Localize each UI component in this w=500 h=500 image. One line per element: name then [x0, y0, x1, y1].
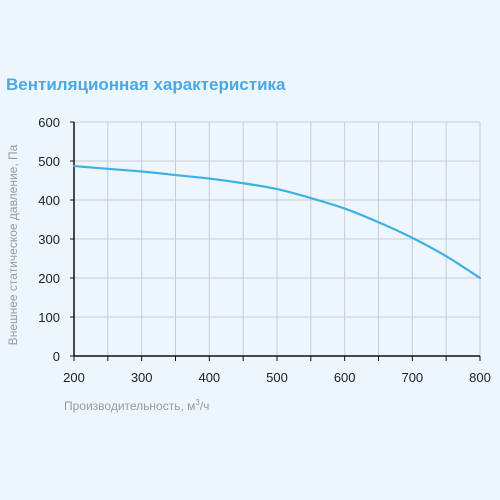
y-tick-label: 300: [38, 232, 60, 247]
y-tick-label: 100: [38, 310, 60, 325]
x-tick-label: 500: [266, 370, 288, 385]
x-tick-label: 600: [334, 370, 356, 385]
grid: [74, 121, 481, 356]
x-tick-label: 700: [401, 370, 423, 385]
x-axis-label: Производительность, м3/ч: [64, 398, 209, 413]
y-tick-label: 200: [38, 271, 60, 286]
x-axis-label-superscript: 3: [195, 398, 200, 407]
chart-title: Вентиляционная характеристика: [6, 75, 286, 94]
x-tick-label: 800: [469, 370, 491, 385]
y-tick-label: 600: [38, 115, 60, 130]
series-layer: [72, 164, 482, 280]
axes: [70, 121, 481, 361]
x-axis-label-suffix: /ч: [200, 399, 210, 413]
x-tick-label: 300: [131, 370, 153, 385]
x-tick-label: 400: [198, 370, 220, 385]
x-tick-label: 200: [63, 370, 85, 385]
y-axis-label: Внешнее статическое давление, Па: [6, 144, 20, 345]
series-line: [72, 164, 482, 280]
y-tick-label: 400: [38, 193, 60, 208]
y-tick-label: 500: [38, 154, 60, 169]
y-tick-labels: 0 100 200 300 400 500 600: [38, 115, 60, 364]
y-tick-label: 0: [53, 349, 60, 364]
x-tick-labels: 200 300 400 500 600 700 800: [63, 370, 491, 385]
